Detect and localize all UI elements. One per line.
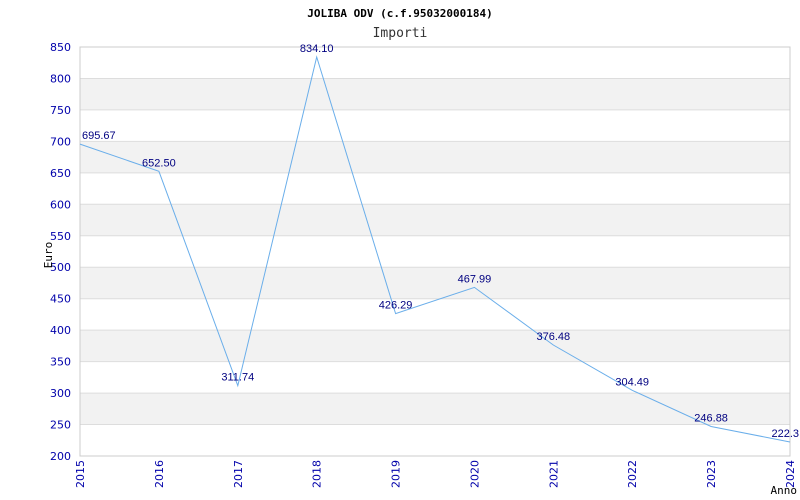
data-label: 222.3 xyxy=(771,428,799,440)
x-tick-label: 2016 xyxy=(153,460,166,488)
y-tick-label: 450 xyxy=(50,293,71,306)
data-label: 376.48 xyxy=(537,331,571,343)
data-label: 652.50 xyxy=(142,157,176,169)
plot-frame xyxy=(79,46,791,457)
y-tick-label: 850 xyxy=(50,41,71,54)
plot-band xyxy=(80,141,790,173)
plot-band xyxy=(80,330,790,362)
data-label: 695.67 xyxy=(82,130,116,142)
x-tick-label: 2021 xyxy=(547,460,560,488)
y-tick-label: 300 xyxy=(50,387,71,400)
x-axis-label: Anno xyxy=(771,484,798,497)
x-tick-label: 2015 xyxy=(74,460,87,488)
y-axis-label: Euro xyxy=(42,242,55,269)
x-axis-ticks: 2015 2016 2017 2018 2019 2020 2021 2022 2023 2024 xyxy=(74,460,797,488)
x-tick-label: 2020 xyxy=(468,460,481,488)
y-axis-ticks: 200 250 300 350 400 450 500 550 600 650 700 750 800 8… xyxy=(50,41,71,463)
y-tick-label: 600 xyxy=(50,198,71,211)
data-label: 834.10 xyxy=(300,43,334,55)
data-label: 304.49 xyxy=(615,376,649,388)
plot-band xyxy=(80,204,790,236)
x-tick-label: 2018 xyxy=(311,460,324,488)
plot-band xyxy=(80,267,790,299)
y-tick-label: 400 xyxy=(50,324,71,337)
y-tick-label: 200 xyxy=(50,450,71,463)
x-tick-label: 2024 xyxy=(784,460,797,488)
chart-subtitle: Importi xyxy=(373,26,428,41)
data-label: 426.29 xyxy=(379,300,413,312)
x-tick-label: 2023 xyxy=(705,460,718,488)
plot-band xyxy=(80,78,790,110)
plot-background-bands xyxy=(80,78,790,425)
data-label: 467.99 xyxy=(458,273,492,285)
data-label: 311.74 xyxy=(221,372,254,384)
y-tick-label: 250 xyxy=(50,419,71,432)
y-tick-label: 550 xyxy=(50,230,71,243)
series-line xyxy=(79,55,791,443)
x-tick-label: 2017 xyxy=(232,460,245,488)
x-tick-label: 2019 xyxy=(390,460,403,488)
y-tick-label: 750 xyxy=(50,104,71,117)
plot-band xyxy=(80,393,790,425)
x-tick-label: 2022 xyxy=(626,460,639,488)
y-tick-label: 800 xyxy=(50,72,71,85)
y-tick-label: 350 xyxy=(50,356,71,369)
data-label: 246.88 xyxy=(694,413,728,425)
y-tick-label: 650 xyxy=(50,167,71,180)
y-tick-label: 500 xyxy=(50,261,71,274)
chart-title: JOLIBA ODV (c.f.95032000184) xyxy=(307,7,492,20)
data-labels: 695.67 652.50 311.74 834.10 426.29 467.99 376.… xyxy=(82,43,799,440)
y-tick-label: 700 xyxy=(50,135,71,148)
